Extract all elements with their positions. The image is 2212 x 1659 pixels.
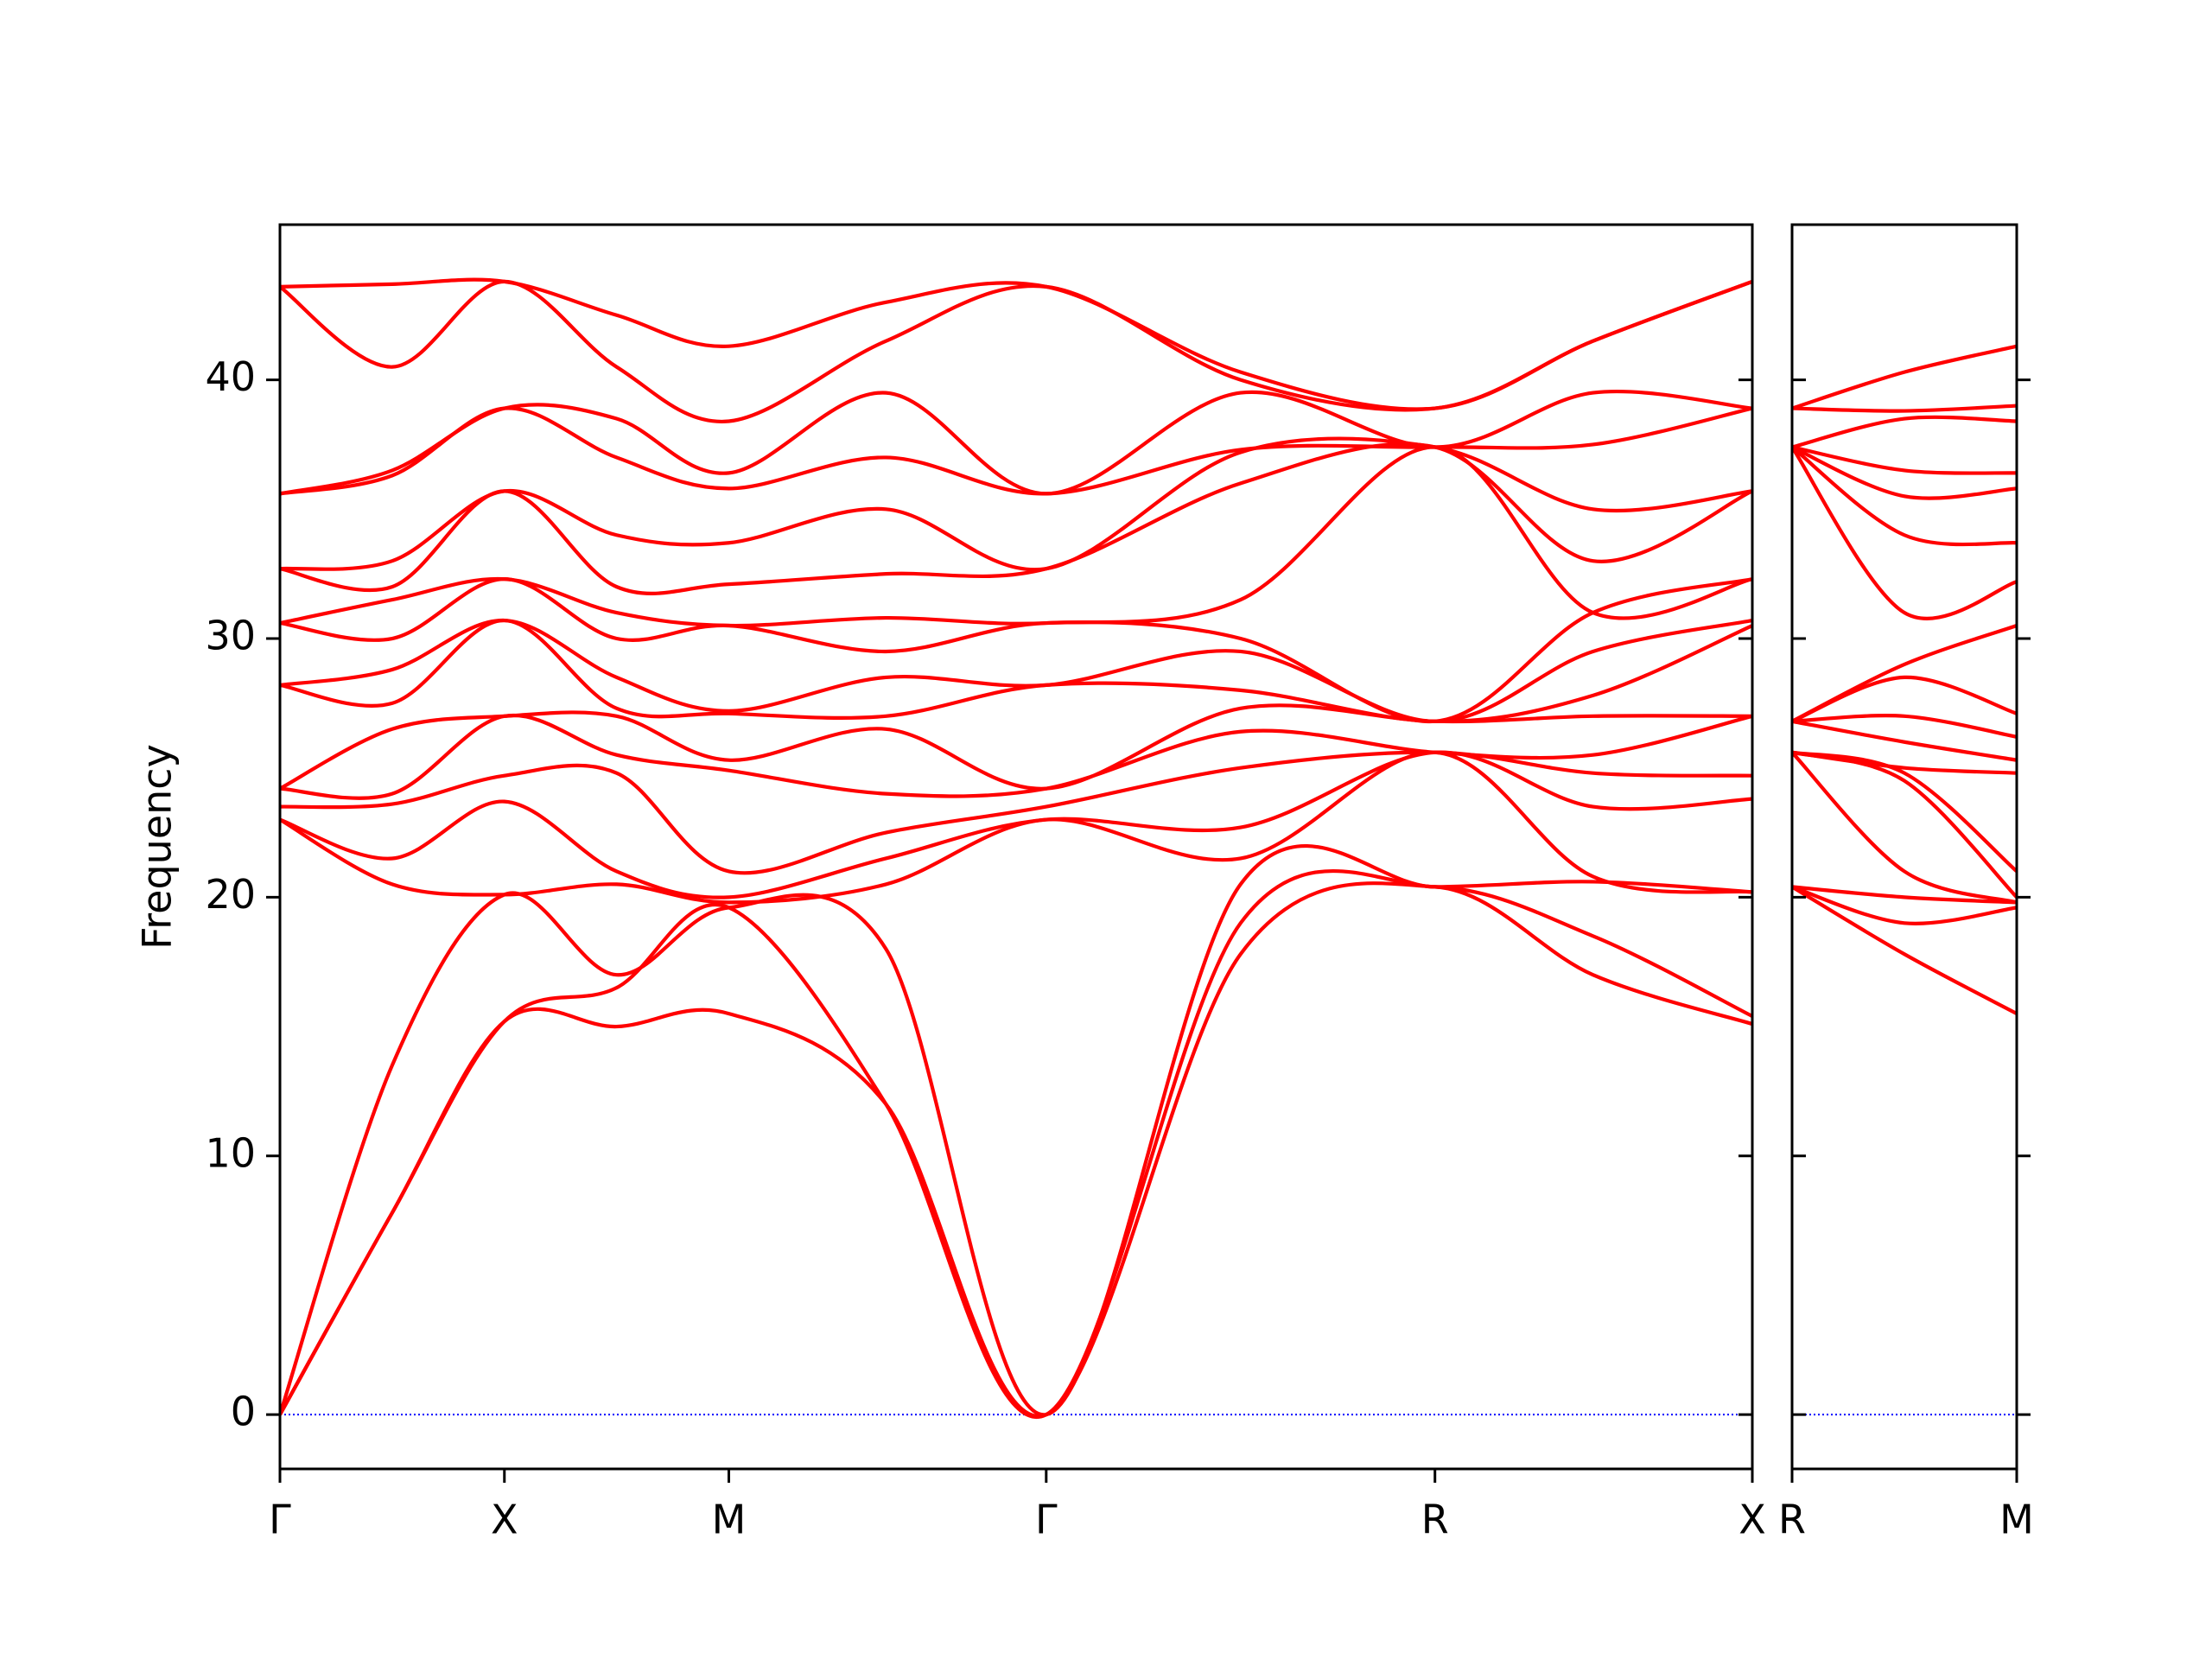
band-line bbox=[1792, 344, 2017, 410]
band-line bbox=[280, 277, 1752, 411]
band-line bbox=[1792, 750, 2017, 775]
band-line bbox=[1792, 445, 2017, 500]
x-tick-label: X bbox=[1738, 1497, 1766, 1543]
y-tick-label: 0 bbox=[231, 1389, 256, 1435]
band-line bbox=[1792, 445, 2017, 475]
band-line bbox=[280, 389, 1752, 496]
band-line bbox=[280, 843, 1752, 1417]
y-tick-label: 40 bbox=[205, 353, 256, 400]
x-tick-label: R bbox=[1778, 1497, 1806, 1543]
band-line bbox=[1792, 885, 2017, 1015]
bands bbox=[1792, 344, 2017, 1015]
band-line bbox=[1792, 750, 2017, 874]
band-line bbox=[1792, 445, 2017, 547]
band-line bbox=[280, 445, 1752, 628]
band-line bbox=[280, 750, 1752, 875]
band-line bbox=[280, 750, 1752, 905]
y-tick-label: 30 bbox=[205, 613, 256, 659]
band-line bbox=[1792, 624, 2017, 723]
band-line bbox=[280, 436, 1752, 572]
band-line bbox=[1792, 415, 2017, 449]
x-tick-label: R bbox=[1421, 1497, 1449, 1543]
bands bbox=[280, 277, 1752, 1419]
x-tick-label: Γ bbox=[1035, 1497, 1058, 1543]
band-line bbox=[280, 713, 1752, 800]
x-tick-label: Γ bbox=[269, 1497, 291, 1543]
plot-frame bbox=[1790, 223, 2018, 1471]
band-line bbox=[280, 618, 1752, 723]
band-line bbox=[1792, 751, 2017, 905]
band-line bbox=[280, 442, 1752, 595]
band-line bbox=[1792, 446, 2017, 620]
x-tick-label: X bbox=[491, 1497, 518, 1543]
band-line bbox=[280, 869, 1752, 1419]
y-tick-label: 20 bbox=[205, 871, 256, 918]
band-line bbox=[280, 406, 1752, 496]
band-line bbox=[1792, 714, 2017, 739]
band-line bbox=[1792, 404, 2017, 413]
band-line bbox=[280, 577, 1752, 723]
band-line bbox=[280, 881, 1752, 1419]
x-tick-label: M bbox=[712, 1497, 747, 1543]
x-tick-label: M bbox=[1999, 1497, 2034, 1543]
plot-frame bbox=[278, 223, 1754, 1471]
band-line bbox=[280, 279, 1752, 423]
y-tick-label: 10 bbox=[205, 1129, 256, 1176]
band-line bbox=[1792, 885, 2017, 925]
band-line bbox=[1792, 885, 2017, 905]
band-line bbox=[280, 750, 1752, 899]
band-line bbox=[280, 703, 1752, 791]
band-line bbox=[280, 618, 1752, 723]
y-axis-label: Frequency bbox=[134, 744, 181, 950]
band-line bbox=[1792, 719, 2017, 762]
